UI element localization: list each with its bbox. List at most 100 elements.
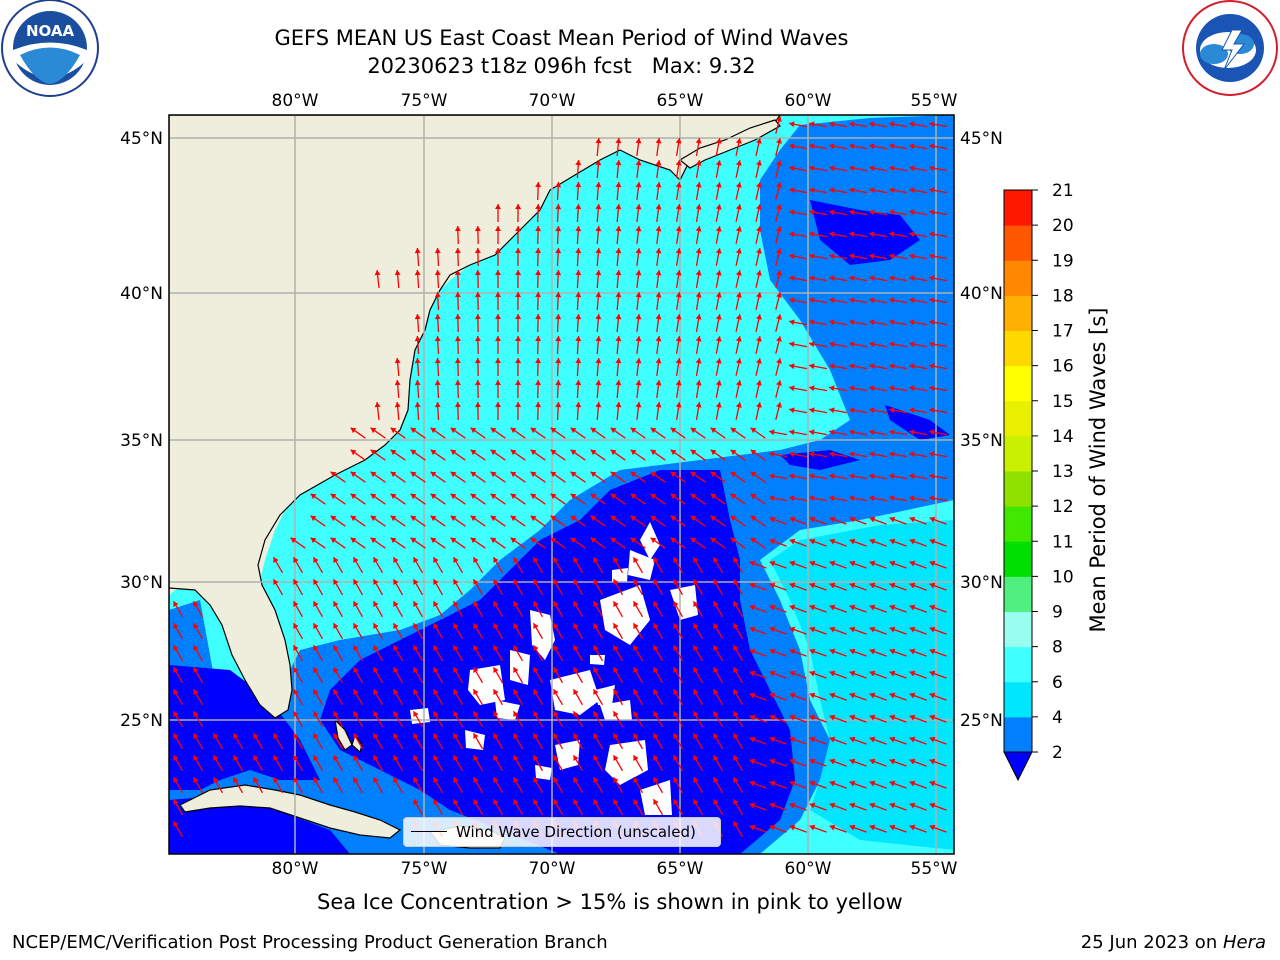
wave-arrow-head bbox=[573, 799, 579, 805]
wave-arrow-head bbox=[889, 319, 895, 326]
wave-arrow-head bbox=[829, 758, 836, 765]
wave-arrow-head bbox=[695, 292, 702, 298]
colorbar-band bbox=[1004, 646, 1032, 683]
wave-arrow-head bbox=[909, 824, 916, 831]
wave-arrow-head bbox=[410, 471, 417, 478]
wave-arrow-head bbox=[513, 689, 519, 695]
wave-arrow-head bbox=[849, 319, 855, 326]
wave-arrow-head bbox=[513, 557, 519, 563]
wave-arrow-head bbox=[929, 407, 935, 414]
wave-arrow-head bbox=[413, 623, 419, 629]
wave-arrow-head bbox=[474, 270, 481, 276]
wave-arrow-head bbox=[233, 777, 239, 783]
wave-arrow-head bbox=[493, 557, 499, 563]
wave-arrow-head bbox=[869, 319, 875, 326]
wave-arrow-head bbox=[373, 645, 379, 651]
wave-arrow-head bbox=[655, 204, 662, 210]
wave-arrow-head bbox=[515, 358, 522, 363]
wave-arrow-head bbox=[595, 402, 602, 408]
period-band-below-2-gulf bbox=[169, 665, 320, 790]
wave-arrow-head bbox=[869, 714, 876, 721]
wave-arrow-head bbox=[173, 623, 179, 629]
wave-arrow-head bbox=[394, 358, 401, 364]
wave-arrow-head bbox=[535, 402, 542, 408]
wave-arrow-head bbox=[929, 385, 935, 392]
wave-arrow-head bbox=[535, 358, 542, 364]
wave-arrow-head bbox=[655, 248, 662, 254]
wave-arrow-head bbox=[410, 449, 417, 456]
wave-arrow-head bbox=[690, 537, 697, 544]
wave-arrow-head bbox=[433, 733, 439, 739]
wave-arrow-head bbox=[173, 711, 179, 717]
wave-arrow-head bbox=[776, 336, 782, 342]
lat-tick-right-25n: 25°N bbox=[960, 711, 1003, 731]
wave-arrow-head bbox=[769, 473, 775, 480]
graticule bbox=[169, 115, 954, 854]
wave-arrow-head bbox=[570, 493, 577, 500]
lon-tick-top-65w: 65°W bbox=[657, 91, 704, 111]
wave-arrow-head bbox=[575, 292, 582, 298]
colorbar-label-text: Mean Period of Wind Waves [s] bbox=[1086, 307, 1110, 633]
wave-arrow-head bbox=[613, 711, 619, 717]
wave-arrow-head bbox=[829, 473, 835, 480]
wave-arrow-head bbox=[655, 270, 662, 276]
wave-arrow-head bbox=[615, 182, 622, 188]
wave-arrow-head bbox=[635, 160, 642, 166]
wave-arrow-head bbox=[573, 667, 579, 673]
wave-arrow-head bbox=[495, 248, 501, 253]
wave-arrow-head bbox=[655, 336, 662, 342]
wave-arrow-head bbox=[635, 380, 642, 386]
wave-arrow-head bbox=[653, 755, 659, 761]
wave-arrow-head bbox=[829, 429, 835, 436]
wave-arrow-head bbox=[809, 297, 815, 304]
wave-arrow-head bbox=[769, 780, 776, 787]
wave-arrow-head bbox=[829, 275, 835, 282]
wave-arrow-head bbox=[789, 341, 795, 348]
wave-arrow-head bbox=[789, 648, 796, 655]
lat-ticks-left: 45°N 40°N 35°N 30°N 25°N bbox=[120, 129, 163, 731]
wave-arrow-head bbox=[413, 557, 419, 563]
wave-arrow-head bbox=[869, 670, 876, 677]
wave-arrow-head bbox=[653, 733, 659, 739]
colorbar-band bbox=[1004, 506, 1032, 542]
wave-arrow-head bbox=[433, 689, 439, 695]
wave-arrow-head bbox=[889, 692, 896, 699]
wave-arrow-head bbox=[909, 231, 915, 238]
wave-arrow-head bbox=[690, 449, 697, 456]
wave-arrow-head bbox=[575, 270, 582, 276]
wave-arrow-head bbox=[929, 736, 936, 743]
colorbar: 2 4 6 8 9 10 11 12 13 14 15 16 17 18 19 20 21 bbox=[1003, 181, 1074, 782]
wave-arrow-head bbox=[474, 402, 481, 408]
wave-arrow-head bbox=[414, 314, 421, 320]
lat-ticks-right: 45°N 40°N 35°N 30°N 25°N bbox=[960, 129, 1003, 731]
wave-arrow-head bbox=[735, 314, 742, 320]
wave-arrow-head bbox=[710, 471, 717, 478]
wave-arrow-head bbox=[756, 380, 762, 386]
wave-arrow-head bbox=[493, 579, 499, 585]
wave-arrow-head bbox=[929, 692, 936, 699]
lat-tick-right-40n: 40°N bbox=[960, 284, 1003, 304]
wave-arrow-head bbox=[809, 626, 816, 633]
wave-arrow-head bbox=[173, 799, 179, 805]
wave-arrow-head bbox=[909, 648, 916, 655]
wave-arrow-head bbox=[789, 143, 795, 150]
wave-arrow-head bbox=[373, 557, 379, 563]
wave-arrow-head bbox=[909, 538, 916, 545]
wave-arrow-head bbox=[313, 557, 319, 563]
wave-arrow-head bbox=[333, 733, 339, 739]
colorbar-band bbox=[1004, 576, 1032, 612]
lat-tick-right-45n: 45°N bbox=[960, 129, 1003, 149]
wave-arrow-head bbox=[849, 429, 855, 436]
colorbar-tick-label: 4 bbox=[1052, 708, 1063, 728]
wave-arrow-head bbox=[613, 799, 619, 805]
wave-arrow-head bbox=[849, 495, 855, 502]
wave-arrow-head bbox=[473, 557, 479, 563]
wave-arrow-head bbox=[590, 471, 597, 478]
wave-arrow-head bbox=[809, 780, 816, 787]
wave-arrow-head bbox=[889, 604, 896, 611]
wave-arrow-head bbox=[733, 711, 739, 717]
wave-arrow-head bbox=[849, 385, 855, 392]
wave-arrow-head bbox=[693, 755, 699, 761]
wave-arrow-head bbox=[414, 402, 421, 408]
map-plot bbox=[169, 115, 954, 854]
